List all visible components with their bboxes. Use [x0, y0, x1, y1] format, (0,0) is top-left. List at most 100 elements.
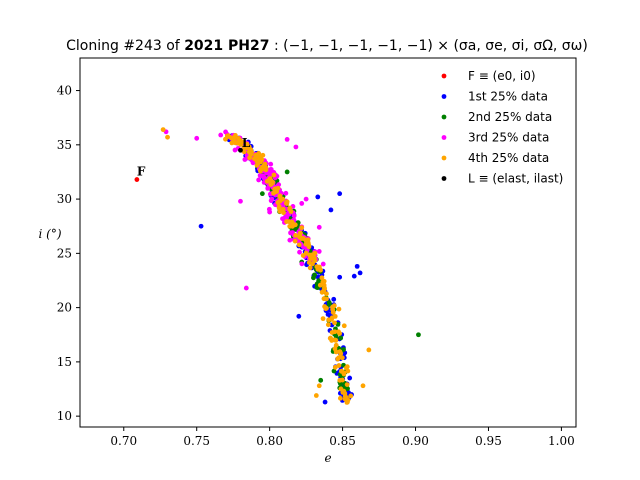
scatter-point-q4: [254, 162, 260, 168]
scatter-point-q4: [307, 265, 313, 271]
legend-label-q1: 1st 25% data: [468, 90, 548, 104]
scatter-point-q3: [281, 215, 287, 221]
scatter-point-q4: [321, 278, 327, 284]
scatter-point-q1: [351, 273, 357, 279]
scatter-point-q4: [321, 288, 327, 294]
scatter-point-q4: [254, 158, 260, 164]
legend: F ≡ (e0, i0) 1st 25% data 2nd 25% data 3rd …: [441, 69, 563, 186]
scatter-point-q4: [332, 346, 338, 352]
legend-marker-q3: [441, 135, 447, 140]
scatter-point-q4: [260, 164, 266, 170]
scatter-point-q1: [331, 296, 337, 302]
scatter-point-q3: [218, 132, 224, 138]
scatter-point-q3: [223, 129, 229, 135]
scatter-point-q4: [316, 383, 322, 389]
annotation-L: L: [242, 136, 251, 150]
scatter-point-q4: [299, 225, 305, 231]
scatter-point-q4: [317, 282, 323, 288]
scatter-point-q2: [416, 332, 421, 338]
scatter-point-q4: [242, 145, 248, 151]
scatter-point-q4: [271, 172, 277, 178]
scatter-point-q3: [299, 261, 305, 267]
scatter-point-q4: [258, 168, 263, 174]
scatter-point-q4: [253, 152, 258, 158]
x-axis: 0.70 0.75 0.80 0.85 0.90 0.95 1.00: [110, 427, 575, 448]
y-tick-label: 35: [57, 138, 72, 152]
title-object: 2021 PH27: [184, 38, 269, 54]
scatter-point-q4: [319, 275, 325, 281]
scatter-point-q3: [260, 173, 266, 179]
scatter-point-q4: [366, 347, 372, 353]
y-axis-label: i (°): [38, 227, 61, 241]
scatter-point-q4: [330, 310, 336, 315]
scatter-point-q1: [296, 313, 302, 319]
scatter-point-q4: [307, 252, 312, 258]
scatter-point-q4: [289, 219, 295, 225]
scatter-point-q2: [259, 191, 265, 197]
scatter-point-q1: [347, 375, 353, 381]
scatter-point-q4: [275, 200, 281, 205]
x-tick-label: 0.80: [256, 434, 283, 448]
scatter-point-q4: [318, 267, 323, 273]
x-tick-label: 0.95: [475, 434, 502, 448]
x-axis-label: e: [324, 451, 331, 465]
scatter-point-q1: [357, 270, 363, 276]
scatter-point-q3: [293, 144, 299, 150]
scatter-point-q4: [299, 235, 304, 241]
scatter-point-q4: [336, 306, 342, 312]
scatter-point-q4: [326, 317, 332, 323]
scatter-point-q3: [320, 261, 326, 267]
scatter-point-q4: [339, 355, 345, 361]
legend-label-q4: 4th 25% data: [468, 151, 549, 165]
scatter-point-q3: [268, 167, 274, 172]
scatter-point-q2: [314, 285, 320, 290]
scatter-point-q4: [332, 364, 338, 370]
scatter-point-q4: [329, 330, 335, 335]
scatter-point-q4: [327, 335, 333, 341]
scatter-point-q4: [332, 320, 337, 326]
title-prefix: Cloning #243 of: [66, 38, 184, 54]
scatter-point-q4: [287, 223, 293, 229]
scatter-point-q1: [198, 223, 204, 229]
scatter-point-q1: [325, 311, 331, 317]
scatter-point-q4: [336, 363, 342, 368]
scatter-point-q4: [342, 393, 348, 399]
legend-label-q2: 2nd 25% data: [468, 110, 552, 124]
scatter-point-q2: [318, 377, 324, 383]
scatter-point-q3: [291, 213, 297, 219]
scatter-point-q3: [269, 196, 275, 202]
scatter-point-q4: [321, 282, 327, 288]
y-tick-label: 30: [57, 192, 72, 206]
scatter-point-q4: [280, 206, 286, 212]
scatter-point-q4: [339, 368, 345, 374]
scatter-point-q4: [288, 209, 294, 214]
x-tick-label: 0.70: [110, 434, 137, 448]
title-suffix: : (−1, −1, −1, −1, −1) × (σa, σe, σi, σΩ…: [270, 38, 588, 54]
scatter-point-F: [134, 177, 140, 182]
scatter-point-q4: [332, 337, 337, 343]
scatter-point-q4: [273, 189, 279, 194]
legend-marker-L: [441, 176, 447, 181]
scatter-point-q4: [306, 244, 312, 250]
scatter-point-q3: [243, 285, 249, 291]
scatter-point-q4: [246, 144, 252, 149]
scatter-point-q4: [340, 377, 345, 383]
scatter-point-q4: [268, 182, 274, 187]
scatter-point-q4: [314, 264, 320, 270]
scatter-point-q4: [241, 149, 247, 155]
x-tick-label: 0.85: [329, 434, 356, 448]
scatter-point-q4: [300, 253, 306, 258]
y-tick-label: 40: [57, 84, 72, 98]
scatter-point-q3: [297, 249, 302, 255]
y-tick-label: 15: [57, 355, 72, 369]
chart-title: Cloning #243 of 2021 PH27 : (−1, −1, −1,…: [66, 38, 588, 54]
scatter-point-q4: [303, 237, 309, 243]
scatter-point-q4: [338, 351, 344, 357]
legend-label-q3: 3rd 25% data: [468, 131, 549, 145]
scatter-point-q4: [276, 204, 282, 209]
scatter-point-q4: [312, 258, 318, 264]
scatter-point-q2: [338, 335, 344, 341]
legend-marker-q4: [441, 155, 447, 161]
scatter-point-q3: [288, 230, 293, 236]
